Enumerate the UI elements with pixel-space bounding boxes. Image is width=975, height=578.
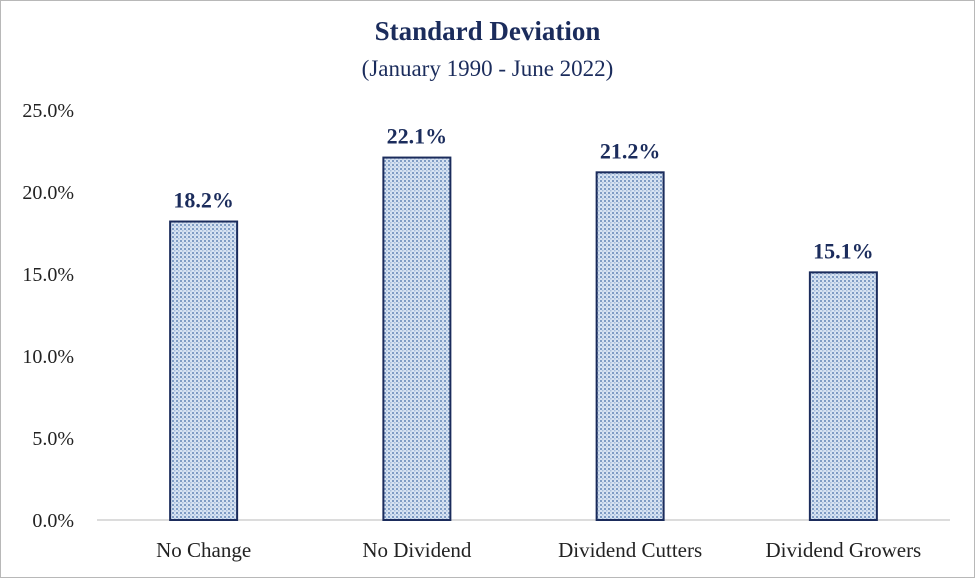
category-label: No Dividend <box>362 538 472 562</box>
y-tick-label: 0.0% <box>32 510 74 532</box>
y-tick-label: 25.0% <box>22 100 74 122</box>
data-label: 18.2% <box>173 188 234 213</box>
y-tick-label: 10.0% <box>22 346 74 368</box>
chart-title: Standard Deviation <box>374 16 601 46</box>
y-tick-label: 5.0% <box>32 428 74 450</box>
bar <box>595 171 665 521</box>
chart-subtitle: (January 1990 - June 2022) <box>361 56 614 81</box>
data-label: 22.1% <box>387 124 448 149</box>
category-label: Dividend Cutters <box>558 538 702 562</box>
bar <box>169 220 239 522</box>
data-label: 15.1% <box>813 238 874 263</box>
y-tick-label: 15.0% <box>22 264 74 286</box>
category-label: No Change <box>156 538 251 562</box>
bar <box>382 156 452 521</box>
data-label: 21.2% <box>600 138 661 163</box>
category-label: Dividend Growers <box>766 538 922 562</box>
y-tick-label: 20.0% <box>22 182 74 204</box>
bar <box>808 271 878 521</box>
